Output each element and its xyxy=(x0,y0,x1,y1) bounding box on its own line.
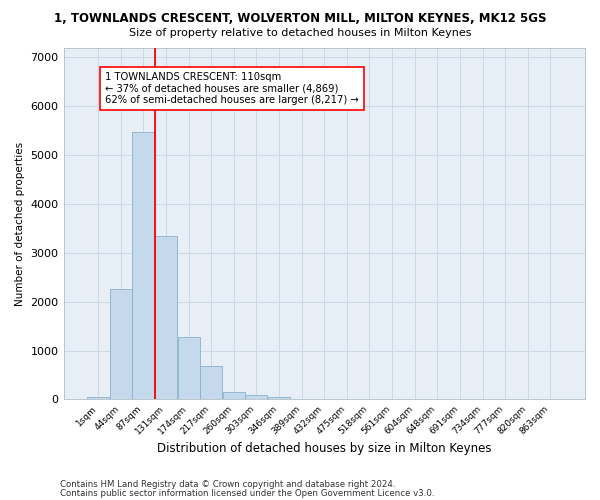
Bar xyxy=(245,395,268,400)
Text: Contains public sector information licensed under the Open Government Licence v3: Contains public sector information licen… xyxy=(60,490,434,498)
Y-axis label: Number of detached properties: Number of detached properties xyxy=(15,142,25,306)
Bar xyxy=(87,397,109,400)
Text: 1 TOWNLANDS CRESCENT: 110sqm
← 37% of detached houses are smaller (4,869)
62% of: 1 TOWNLANDS CRESCENT: 110sqm ← 37% of de… xyxy=(106,72,359,105)
Bar xyxy=(178,337,200,400)
X-axis label: Distribution of detached houses by size in Milton Keynes: Distribution of detached houses by size … xyxy=(157,442,491,455)
Bar xyxy=(200,366,222,400)
Text: Contains HM Land Registry data © Crown copyright and database right 2024.: Contains HM Land Registry data © Crown c… xyxy=(60,480,395,489)
Bar xyxy=(223,392,245,400)
Text: 1, TOWNLANDS CRESCENT, WOLVERTON MILL, MILTON KEYNES, MK12 5GS: 1, TOWNLANDS CRESCENT, WOLVERTON MILL, M… xyxy=(54,12,546,26)
Bar xyxy=(133,132,154,400)
Text: Size of property relative to detached houses in Milton Keynes: Size of property relative to detached ho… xyxy=(129,28,471,38)
Bar xyxy=(268,397,290,400)
Bar xyxy=(110,290,132,400)
Bar xyxy=(155,236,177,400)
